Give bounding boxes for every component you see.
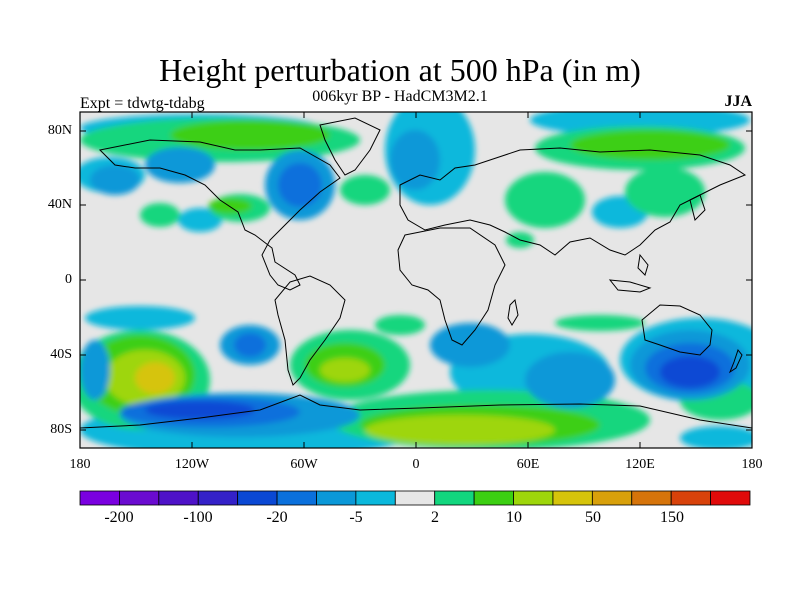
lon-label: 0 <box>412 457 420 472</box>
colorbar-label: 10 <box>506 509 522 526</box>
lat-label: 0 <box>65 272 72 287</box>
colorbar-box <box>355 490 396 506</box>
lat-label: 40N <box>47 197 72 212</box>
colorbar-box <box>670 490 711 506</box>
lat-label: 80N <box>47 123 72 138</box>
colorbar-label: -20 <box>266 509 288 526</box>
colorbar-box <box>158 490 199 506</box>
map-subtitle: 006kyr BP - HadCM3M2.1 <box>312 88 488 105</box>
colorbar-box <box>79 490 120 506</box>
colorbar-label: 150 <box>660 509 684 526</box>
lon-label: 120E <box>625 457 655 472</box>
lon-label: 60E <box>516 457 540 472</box>
colorbar-box <box>591 490 633 506</box>
lon-label: 180 <box>69 457 91 472</box>
axis-ticks <box>80 112 752 448</box>
colorbar-box <box>197 490 239 506</box>
lat-label: 40S <box>50 347 72 362</box>
colorbar-box <box>513 490 554 506</box>
colorbar-box <box>631 490 672 506</box>
season-label: JJA <box>724 93 752 110</box>
colorbar-box <box>434 490 475 506</box>
colorbar-box <box>119 490 160 506</box>
map-title: Height perturbation at 500 hPa (in m) <box>159 52 641 88</box>
coastlines <box>80 117 752 429</box>
colorbar-label: 50 <box>585 509 601 526</box>
lat-label: 80S <box>50 422 72 437</box>
colorbar <box>79 490 751 506</box>
colorbar-box <box>316 490 357 506</box>
colorbar-box <box>237 490 278 506</box>
lon-label: 180 <box>741 457 763 472</box>
lon-label: 60W <box>290 457 318 472</box>
colorbar-label: -5 <box>349 509 363 526</box>
lon-label: 120W <box>174 457 210 472</box>
colorbar-box <box>394 490 436 506</box>
colorbar-box <box>473 490 514 506</box>
colorbar-box <box>710 490 751 506</box>
experiment-label: Expt = tdwtg-tdabg <box>80 95 205 112</box>
colorbar-box <box>276 490 317 506</box>
colorbar-label: -200 <box>104 509 134 526</box>
colorbar-box <box>552 490 593 506</box>
colorbar-label: 2 <box>431 509 439 526</box>
colorbar-label: -100 <box>183 509 213 526</box>
contour-field <box>80 112 752 448</box>
